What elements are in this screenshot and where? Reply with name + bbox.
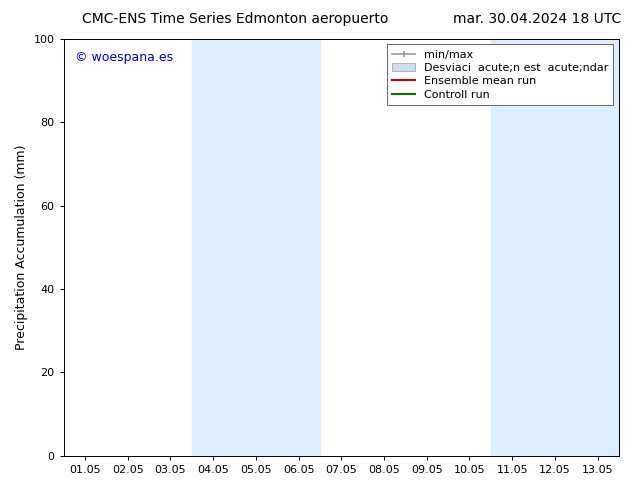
Legend: min/max, Desviaci  acute;n est  acute;ndar, Ensemble mean run, Controll run: min/max, Desviaci acute;n est acute;ndar…: [387, 44, 614, 105]
Bar: [191, 39, 320, 456]
Text: © woespana.es: © woespana.es: [75, 51, 173, 64]
Y-axis label: Precipitation Accumulation (mm): Precipitation Accumulation (mm): [15, 145, 28, 350]
Bar: [491, 39, 619, 456]
Text: mar. 30.04.2024 18 UTC: mar. 30.04.2024 18 UTC: [453, 12, 621, 26]
Text: CMC-ENS Time Series Edmonton aeropuerto: CMC-ENS Time Series Edmonton aeropuerto: [82, 12, 389, 26]
